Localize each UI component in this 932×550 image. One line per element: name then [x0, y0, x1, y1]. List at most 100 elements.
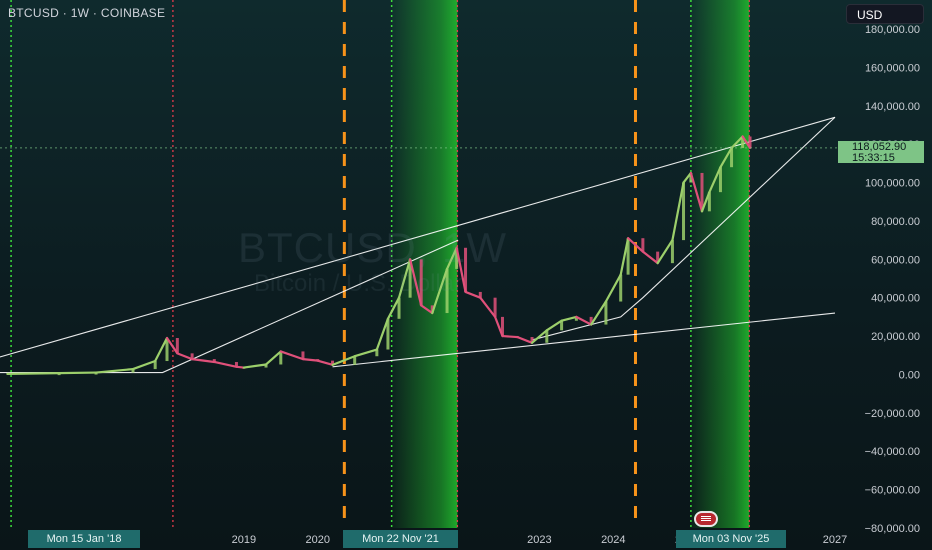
date-badge-nov-2021: Mon 22 Nov '21 [343, 530, 458, 548]
price-segment-38 [626, 237, 644, 253]
price-candle-41 [682, 182, 686, 241]
price-segment-20 [397, 258, 412, 299]
price-candle-36 [619, 274, 623, 302]
current-price-value: 118,052.90 [852, 141, 907, 153]
y-tick-label-8: 80,000.00 [871, 216, 920, 228]
price-candle-17 [375, 349, 379, 357]
price-segment-47 [730, 135, 744, 150]
price-candle-24 [455, 247, 459, 269]
x-tick-label-0: 2019 [232, 534, 256, 546]
chart-title: BTCUSD · 1W · COINBASE [8, 6, 166, 20]
trendline-3 [531, 116, 836, 341]
price-segment-8 [191, 358, 216, 364]
y-tick-label-13: 180,000.00 [865, 24, 920, 36]
x-tick-label-4: 2024 [601, 534, 625, 546]
us-flag-icon[interactable] [694, 511, 718, 527]
price-candle-39 [656, 251, 660, 264]
y-tick-label-11: 140,000.00 [865, 101, 920, 113]
price-candle-33 [574, 316, 578, 321]
price-candle-31 [545, 330, 549, 343]
price-segment-3 [94, 367, 135, 374]
price-segment-14 [301, 358, 319, 362]
price-segment-17 [353, 348, 378, 358]
price-candle-6 [175, 337, 179, 354]
price-segment-41 [671, 181, 685, 242]
y-tick-label-0: −80,000.00 [865, 523, 920, 535]
price-candle-34 [589, 316, 593, 325]
price-segment-31 [530, 329, 548, 344]
price-candle-22 [430, 305, 434, 314]
price-segment-33 [560, 315, 578, 322]
price-candle-9 [234, 361, 238, 367]
y-tick-label-2: −40,000.00 [865, 446, 920, 458]
price-candle-21 [419, 259, 423, 306]
price-segment-9 [213, 360, 238, 368]
price-candle-11 [264, 364, 268, 368]
price-segment-11 [242, 363, 268, 369]
price-candle-38 [641, 238, 645, 252]
price-segment-12 [264, 350, 282, 366]
price-segment-34 [575, 315, 593, 326]
price-candle-46 [730, 147, 734, 168]
x-tick-label-3: 2023 [527, 534, 551, 546]
price-candle-37 [626, 238, 630, 275]
price-segment-30 [516, 335, 534, 344]
price-candle-8 [212, 359, 216, 362]
price-segment-21 [409, 258, 423, 307]
price-candle-43 [700, 172, 704, 212]
price-segment-4 [131, 359, 157, 371]
price-segment-43 [689, 171, 704, 213]
price-segment-1 [6, 372, 61, 375]
y-tick-label-6: 40,000.00 [871, 293, 920, 305]
trendline-0 [0, 116, 836, 358]
price-segment-19 [386, 296, 401, 320]
price-candle-3 [131, 369, 135, 373]
price-segment-45 [708, 166, 722, 194]
price-candle-40 [670, 240, 674, 264]
price-candle-23 [445, 268, 449, 314]
price-segment-15 [316, 359, 334, 366]
price-candle-42 [689, 172, 693, 183]
price-candle-12 [279, 351, 283, 365]
price-segment-32 [545, 319, 563, 332]
price-segment-22 [420, 304, 434, 315]
price-candle-5 [165, 337, 169, 362]
price-segment-46 [719, 146, 733, 169]
price-candle-15 [331, 360, 335, 365]
price-candle-27 [493, 297, 497, 317]
green-zone-0 [391, 0, 458, 528]
price-segment-39 [641, 250, 659, 265]
bar-countdown: 15:33:15 [852, 152, 895, 164]
price-candle-4 [153, 361, 157, 370]
price-candle-16 [353, 356, 357, 365]
y-tick-label-1: −60,000.00 [865, 485, 920, 497]
price-candle-19 [397, 297, 401, 319]
price-candle-47 [741, 136, 745, 148]
price-segment-2 [58, 371, 98, 375]
price-segment-24 [445, 246, 458, 271]
x-tick-label-6: 2027 [823, 534, 847, 546]
trendline-2 [332, 312, 836, 368]
y-tick-label-5: 20,000.00 [871, 331, 920, 343]
price-segment-13 [279, 350, 305, 361]
price-segment-36 [604, 273, 622, 303]
price-segment-40 [656, 239, 674, 265]
y-tick-label-7: 60,000.00 [871, 254, 920, 266]
price-candle-44 [707, 192, 711, 212]
price-candle-45 [718, 167, 722, 193]
currency-button[interactable]: USD [846, 4, 924, 24]
price-candle-7 [190, 353, 194, 360]
price-segment-6 [165, 336, 179, 355]
green-zone-1 [690, 0, 750, 528]
price-segment-35 [590, 300, 608, 326]
price-segment-7 [176, 352, 194, 361]
y-tick-label-9: 100,000.00 [865, 178, 920, 190]
price-segment-23 [431, 267, 449, 315]
price-segment-18 [375, 317, 390, 351]
price-segment-5 [154, 336, 169, 363]
price-segment-26 [464, 290, 482, 299]
y-tick-label-4: 0.00 [899, 369, 920, 381]
price-candle-32 [560, 320, 564, 331]
